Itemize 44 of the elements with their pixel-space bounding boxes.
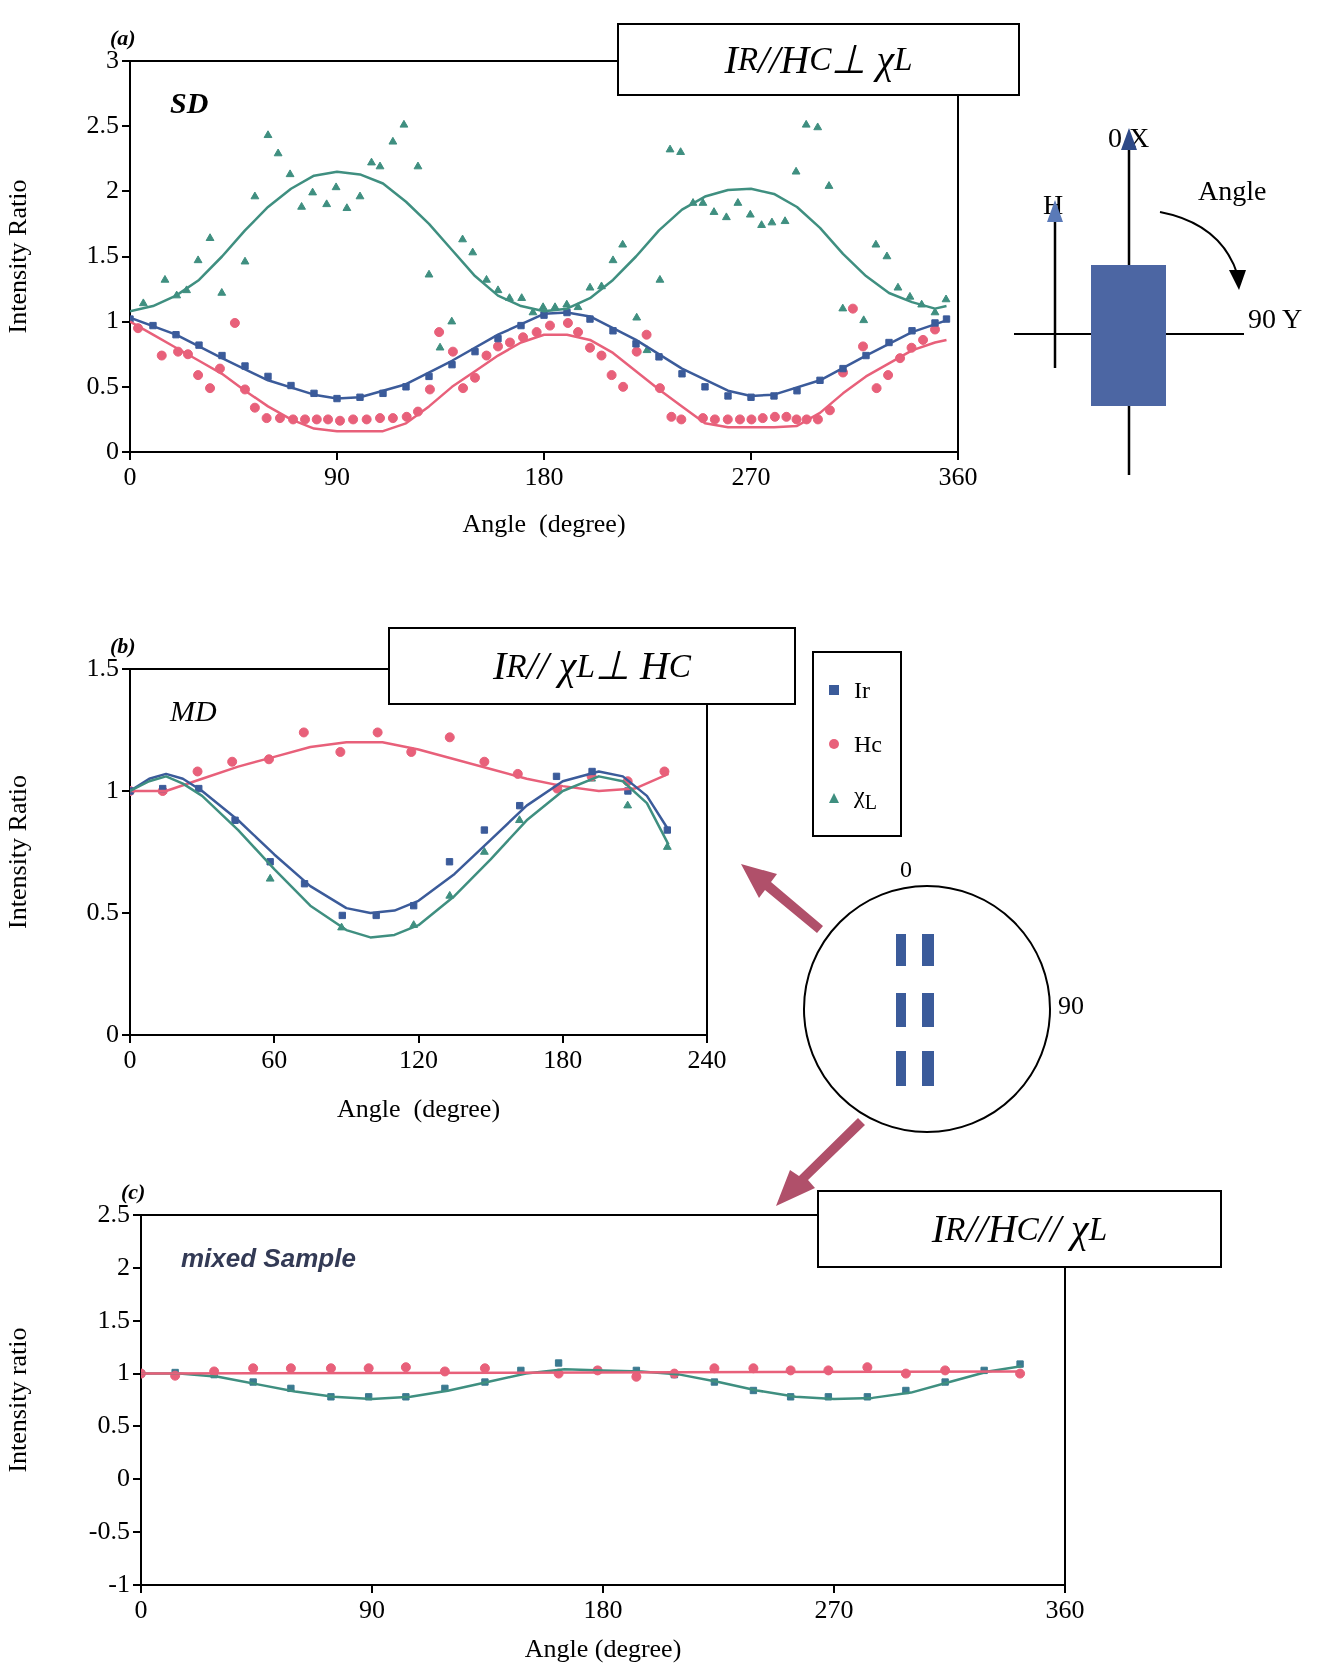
text: SD	[170, 86, 209, 119]
y-tick-label: 0	[106, 435, 119, 465]
x-tick-label: 90	[324, 462, 350, 492]
text: 90 Y	[1248, 303, 1303, 335]
x-tick-label: 240	[687, 1045, 727, 1075]
y-tick-label: 0	[117, 1463, 130, 1493]
y-tick-label: 1	[117, 1357, 130, 1387]
x-tick-label: 60	[261, 1045, 288, 1075]
x-tick-label: 180	[524, 462, 564, 492]
y-tick-label: 2.5	[86, 109, 119, 139]
x-axis-title: Angle (degree)	[462, 509, 626, 539]
text: Angle	[1198, 175, 1267, 207]
text: mixed Sample	[181, 1243, 356, 1273]
y-tick-label: 2	[117, 1251, 130, 1281]
y-tick-label: 2	[106, 175, 119, 205]
y-tick-label: 1	[106, 305, 119, 335]
legend-label: Ir	[854, 676, 870, 704]
y-axis-title: Intensity Ratio	[3, 775, 33, 929]
x-axis-title: Angle (degree)	[524, 1634, 682, 1664]
y-tick-label: 1.5	[97, 1304, 130, 1334]
x-tick-label: 360	[1045, 1595, 1085, 1625]
legend-label: χ$_{L}$	[854, 782, 877, 814]
x-tick-label: 270	[731, 462, 771, 492]
x-tick-label: 270	[814, 1595, 854, 1625]
x-tick-label: 90	[359, 1595, 385, 1625]
y-tick-label: -1	[108, 1568, 130, 1598]
text: 90	[1058, 991, 1084, 1021]
y-tick-label: 0.5	[86, 370, 119, 400]
y-tick-label: -0.5	[88, 1515, 130, 1545]
x-tick-label: 120	[399, 1045, 438, 1075]
y-tick-label: 0.5	[97, 1410, 130, 1440]
y-tick-label: 0.5	[86, 896, 119, 926]
legend-label: Hc	[854, 730, 882, 758]
text: MD	[169, 694, 217, 727]
x-tick-label: 180	[543, 1045, 583, 1075]
x-axis-title: Angle (degree)	[336, 1094, 501, 1124]
x-tick-label: 360	[938, 462, 978, 492]
y-axis-title: Intensity ratio	[3, 1327, 33, 1473]
y-tick-label: 1.5	[86, 240, 119, 270]
y-tick-label: 1	[106, 774, 119, 804]
x-tick-label: 180	[583, 1595, 623, 1625]
y-tick-label: 0	[106, 1018, 119, 1048]
y-axis-title: Intensity Ratio	[3, 179, 33, 334]
text: 0	[900, 856, 912, 883]
